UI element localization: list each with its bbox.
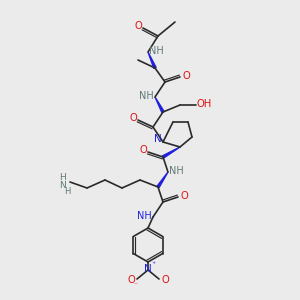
Text: N: N: [58, 181, 65, 190]
Text: ⁺: ⁺: [151, 260, 155, 269]
Polygon shape: [155, 97, 164, 112]
Text: N: N: [154, 134, 162, 144]
Text: O: O: [180, 191, 188, 201]
Text: H: H: [64, 187, 70, 196]
Text: O: O: [129, 113, 137, 123]
Text: O: O: [127, 275, 135, 285]
Text: O: O: [182, 71, 190, 81]
Text: NH: NH: [148, 46, 164, 56]
Polygon shape: [162, 147, 180, 158]
Text: NH: NH: [136, 211, 152, 221]
Text: NH: NH: [139, 91, 153, 101]
Text: NH: NH: [169, 166, 183, 176]
Text: O: O: [139, 145, 147, 155]
Polygon shape: [157, 172, 168, 188]
Text: O: O: [134, 21, 142, 31]
Polygon shape: [148, 52, 156, 68]
Text: ⁻: ⁻: [133, 280, 137, 290]
Text: OH: OH: [196, 99, 211, 109]
Text: N: N: [144, 264, 152, 274]
Text: H: H: [58, 172, 65, 182]
Text: O: O: [161, 275, 169, 285]
